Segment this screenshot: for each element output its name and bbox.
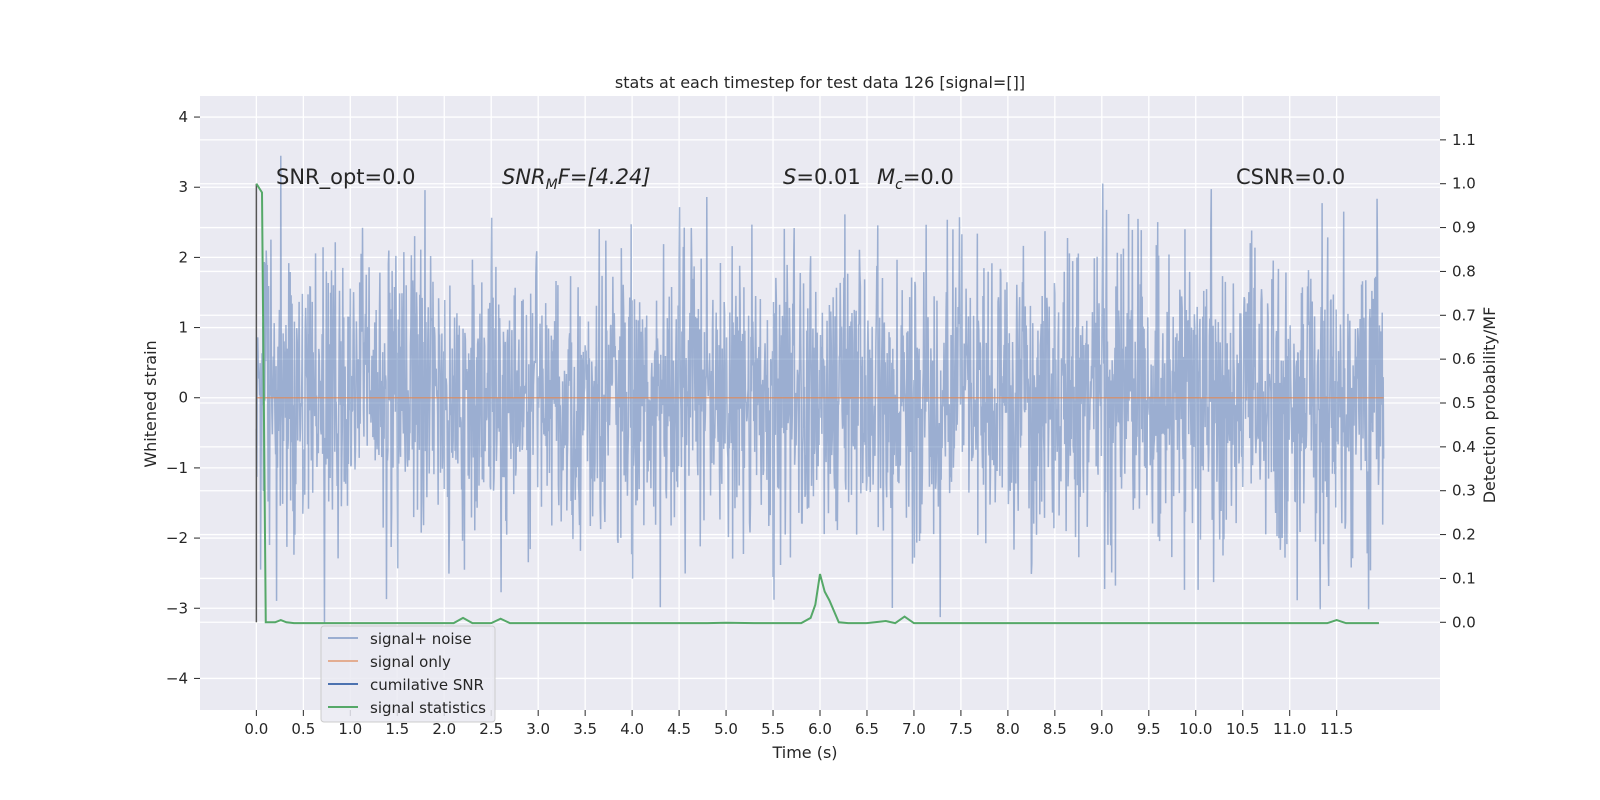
annotation-snr-opt: SNR_opt=0.0	[276, 165, 416, 190]
line-series	[255, 183, 1384, 625]
annotation-snr-mf-main: SNR	[502, 165, 546, 189]
annotation-snr-mf-tail: F=[4.24]	[558, 165, 651, 189]
y-right-tick-label: 0.7	[1452, 306, 1476, 324]
x-tick-label: 11.0	[1273, 720, 1306, 738]
x-tick-label: 7.0	[902, 720, 926, 738]
y-right-tick-label: 0.5	[1452, 394, 1476, 412]
x-tick-label: 5.5	[761, 720, 785, 738]
x-tick-label: 8.0	[996, 720, 1020, 738]
signal-noise-series	[255, 155, 1385, 623]
legend-label-signal-only: signal only	[370, 653, 451, 671]
annotation-snr-mf: SNRMF=[4.24]	[502, 165, 651, 193]
y-right-tick-label: 0.2	[1452, 526, 1476, 544]
x-tick-label: 4.0	[620, 720, 644, 738]
y-right-tick-label: 0.9	[1452, 219, 1476, 237]
annotation-s-main: S	[783, 165, 796, 189]
y-right-tick-label: 0.3	[1452, 482, 1476, 500]
chart-title: stats at each timestep for test data 126…	[615, 73, 1025, 92]
legend: signal+ noise signal only cumilative SNR…	[320, 625, 496, 723]
y-right-tick-label: 0.6	[1452, 350, 1476, 368]
y-right-tick-label: 0.8	[1452, 262, 1476, 280]
y-tick-label: −2	[166, 529, 188, 547]
x-tick-label: 0.5	[291, 720, 315, 738]
y-axis-label: Whitened strain	[141, 340, 160, 467]
y-right-axis-label: Detection probability/MF	[1480, 307, 1499, 504]
legend-box	[320, 625, 496, 723]
annotation-s: S=0.01	[783, 165, 861, 189]
y-tick-label: 3	[178, 178, 188, 196]
y-tick-label: −4	[166, 669, 188, 687]
x-tick-label: 2.5	[479, 720, 503, 738]
x-tick-label: 3.0	[526, 720, 550, 738]
series-signal-noise	[255, 155, 1385, 623]
legend-label-cumilative-snr: cumilative SNR	[370, 676, 484, 694]
y-tick-label: 4	[178, 108, 188, 126]
x-tick-label: 9.5	[1137, 720, 1161, 738]
y-tick-label: 0	[178, 389, 188, 407]
legend-label-signal-statistics: signal statistics	[370, 699, 486, 717]
y-right-tick-label: 0.4	[1452, 438, 1476, 456]
x-tick-label: 1.5	[385, 720, 409, 738]
x-tick-label: 7.5	[949, 720, 973, 738]
y-right-tick-label: 1.1	[1452, 131, 1476, 149]
x-tick-label: 2.0	[432, 720, 456, 738]
annotation-mc-main: M	[877, 165, 895, 189]
x-tick-label: 4.5	[667, 720, 691, 738]
x-tick-label: 10.5	[1226, 720, 1259, 738]
annotation-snr-mf-sub: M	[546, 177, 558, 193]
series-signal-statistics	[255, 183, 1379, 625]
x-tick-label: 10.0	[1179, 720, 1212, 738]
x-tick-label: 11.5	[1320, 720, 1353, 738]
y-tick-label: −3	[166, 599, 188, 617]
annotation-mc-tail: =0.0	[903, 165, 954, 189]
y-tick-label: −1	[166, 459, 188, 477]
y-right-axis-ticks: 0.0 0.1 0.2 0.3 0.4 0.5 0.6 0.7 0.8 0.9 1.0 1.1	[1440, 131, 1476, 631]
x-tick-label: 0.0	[244, 720, 268, 738]
annotation-s-tail: =0.01	[796, 165, 860, 189]
legend-label-signal-noise: signal+ noise	[370, 630, 472, 648]
y-right-tick-label: 0.0	[1452, 613, 1476, 631]
x-tick-label: 9.0	[1090, 720, 1114, 738]
annotation-mc-sub: c	[895, 177, 903, 193]
y-tick-label: 2	[178, 248, 188, 266]
x-axis-label: Time (s)	[771, 743, 837, 762]
y-right-tick-label: 1.0	[1452, 175, 1476, 193]
annotation-mc: Mc=0.0	[877, 165, 954, 193]
x-axis-ticks: 0.0 0.5 1.0 1.5 2.0 2.5 3.0 3.5 4.0 4.5 5.0 5.5 6.0 6…	[244, 710, 1353, 738]
x-tick-label: 8.5	[1043, 720, 1067, 738]
annotation-csnr: CSNR=0.0	[1236, 165, 1345, 189]
y-right-tick-label: 0.1	[1452, 569, 1476, 587]
y-tick-label: 1	[178, 319, 188, 337]
x-tick-label: 1.0	[338, 720, 362, 738]
x-tick-label: 6.0	[808, 720, 832, 738]
x-tick-label: 3.5	[573, 720, 597, 738]
y-axis-ticks: −4 −3 −2 −1 0 1 2 3 4	[166, 108, 200, 687]
x-tick-label: 6.5	[855, 720, 879, 738]
x-tick-label: 5.0	[714, 720, 738, 738]
